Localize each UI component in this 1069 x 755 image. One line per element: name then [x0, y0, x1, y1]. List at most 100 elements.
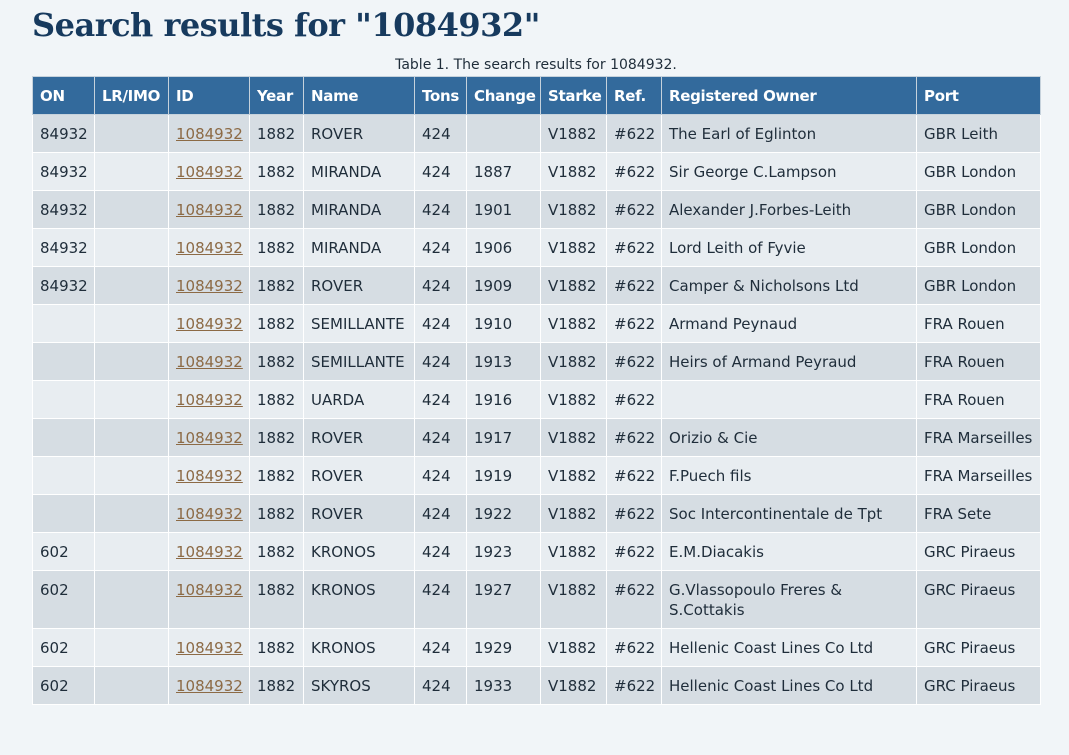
vessel-id-link[interactable]: 1084932 — [176, 353, 243, 371]
cell-registered-owner: The Earl of Eglinton — [661, 114, 917, 153]
cell-registered-owner: Armand Peynaud — [661, 304, 917, 343]
cell-registered-owner: Alexander J.Forbes-Leith — [661, 190, 917, 229]
vessel-id-link[interactable]: 1084932 — [176, 201, 243, 219]
cell-change: 1929 — [466, 628, 541, 667]
cell-lr-imo — [94, 456, 169, 495]
vessel-id-link[interactable]: 1084932 — [176, 639, 243, 657]
cell-id: 1084932 — [168, 152, 250, 191]
cell-port: GRC Piraeus — [916, 666, 1041, 705]
vessel-id-link[interactable]: 1084932 — [176, 277, 243, 295]
cell-starke: V1882 — [540, 666, 607, 705]
col-header-change: Change — [466, 76, 541, 115]
vessel-id-link[interactable]: 1084932 — [176, 125, 243, 143]
table-row: 1084932 1882 UARDA 424 1916 V1882 #622 FRA Roue… — [32, 380, 1041, 419]
cell-on — [32, 494, 95, 533]
cell-port: GBR Leith — [916, 114, 1041, 153]
cell-lr-imo — [94, 532, 169, 571]
cell-name: ROVER — [303, 266, 415, 305]
cell-on: 602 — [32, 666, 95, 705]
cell-name: KRONOS — [303, 532, 415, 571]
cell-id: 1084932 — [168, 342, 250, 381]
col-header-lr-imo: LR/IMO — [94, 76, 169, 115]
cell-lr-imo — [94, 304, 169, 343]
cell-port: GBR London — [916, 228, 1041, 267]
col-header-tons: Tons — [414, 76, 467, 115]
search-results-table: ON LR/IMO ID Year Name Tons Change Stark… — [32, 76, 1041, 705]
table-row: 1084932 1882 ROVER 424 1922 V1882 #622 Soc Inte… — [32, 494, 1041, 533]
vessel-id-link[interactable]: 1084932 — [176, 163, 243, 181]
cell-port: FRA Sete — [916, 494, 1041, 533]
cell-change: 1906 — [466, 228, 541, 267]
cell-registered-owner: Sir George C.Lampson — [661, 152, 917, 191]
cell-starke: V1882 — [540, 418, 607, 457]
cell-ref: #622 — [606, 494, 662, 533]
cell-change: 1933 — [466, 666, 541, 705]
cell-tons: 424 — [414, 152, 467, 191]
cell-registered-owner: Camper & Nicholsons Ltd — [661, 266, 917, 305]
cell-starke: V1882 — [540, 342, 607, 381]
cell-port: FRA Rouen — [916, 380, 1041, 419]
cell-change — [466, 114, 541, 153]
cell-registered-owner: Hellenic Coast Lines Co Ltd — [661, 666, 917, 705]
table-body: 84932 1084932 1882 ROVER 424 V1882 #622 The Ear… — [32, 114, 1041, 705]
cell-id: 1084932 — [168, 532, 250, 571]
col-header-id: ID — [168, 76, 250, 115]
cell-id: 1084932 — [168, 304, 250, 343]
cell-name: KRONOS — [303, 570, 415, 629]
cell-ref: #622 — [606, 114, 662, 153]
vessel-id-link[interactable]: 1084932 — [176, 315, 243, 333]
cell-tons: 424 — [414, 532, 467, 571]
cell-id: 1084932 — [168, 666, 250, 705]
cell-id: 1084932 — [168, 628, 250, 667]
cell-on: 84932 — [32, 114, 95, 153]
cell-on: 602 — [32, 628, 95, 667]
cell-registered-owner — [661, 380, 917, 419]
vessel-id-link[interactable]: 1084932 — [176, 505, 243, 523]
table-row: 602 1084932 1882 SKYROS 424 1933 V1882 #622 Hell… — [32, 666, 1041, 705]
cell-name: MIRANDA — [303, 190, 415, 229]
cell-ref: #622 — [606, 628, 662, 667]
cell-year: 1882 — [249, 628, 304, 667]
cell-registered-owner: F.Puech fils — [661, 456, 917, 495]
cell-tons: 424 — [414, 666, 467, 705]
cell-on: 602 — [32, 570, 95, 629]
cell-lr-imo — [94, 342, 169, 381]
table-row: 602 1084932 1882 KRONOS 424 1927 V1882 #622 G.Vl… — [32, 570, 1041, 629]
cell-change: 1919 — [466, 456, 541, 495]
cell-change: 1901 — [466, 190, 541, 229]
cell-change: 1909 — [466, 266, 541, 305]
cell-year: 1882 — [249, 342, 304, 381]
cell-tons: 424 — [414, 114, 467, 153]
cell-lr-imo — [94, 114, 169, 153]
vessel-id-link[interactable]: 1084932 — [176, 543, 243, 561]
cell-starke: V1882 — [540, 380, 607, 419]
cell-registered-owner: Orizio & Cie — [661, 418, 917, 457]
cell-registered-owner: Soc Intercontinentale de Tpt — [661, 494, 917, 533]
col-header-name: Name — [303, 76, 415, 115]
cell-change: 1917 — [466, 418, 541, 457]
cell-on — [32, 342, 95, 381]
cell-tons: 424 — [414, 304, 467, 343]
cell-year: 1882 — [249, 190, 304, 229]
vessel-id-link[interactable]: 1084932 — [176, 239, 243, 257]
table-row: 84932 1084932 1882 MIRANDA 424 1887 V1882 #622 S… — [32, 152, 1041, 191]
cell-on — [32, 418, 95, 457]
vessel-id-link[interactable]: 1084932 — [176, 467, 243, 485]
cell-year: 1882 — [249, 532, 304, 571]
header-row: ON LR/IMO ID Year Name Tons Change Stark… — [32, 76, 1041, 115]
cell-port: FRA Marseilles — [916, 456, 1041, 495]
cell-year: 1882 — [249, 380, 304, 419]
vessel-id-link[interactable]: 1084932 — [176, 581, 243, 599]
cell-name: SEMILLANTE — [303, 304, 415, 343]
cell-year: 1882 — [249, 228, 304, 267]
cell-starke: V1882 — [540, 266, 607, 305]
cell-lr-imo — [94, 266, 169, 305]
vessel-id-link[interactable]: 1084932 — [176, 391, 243, 409]
table-row: 1084932 1882 ROVER 424 1919 V1882 #622 F.Puech … — [32, 456, 1041, 495]
cell-lr-imo — [94, 190, 169, 229]
vessel-id-link[interactable]: 1084932 — [176, 677, 243, 695]
cell-ref: #622 — [606, 342, 662, 381]
vessel-id-link[interactable]: 1084932 — [176, 429, 243, 447]
cell-id: 1084932 — [168, 114, 250, 153]
cell-name: SEMILLANTE — [303, 342, 415, 381]
